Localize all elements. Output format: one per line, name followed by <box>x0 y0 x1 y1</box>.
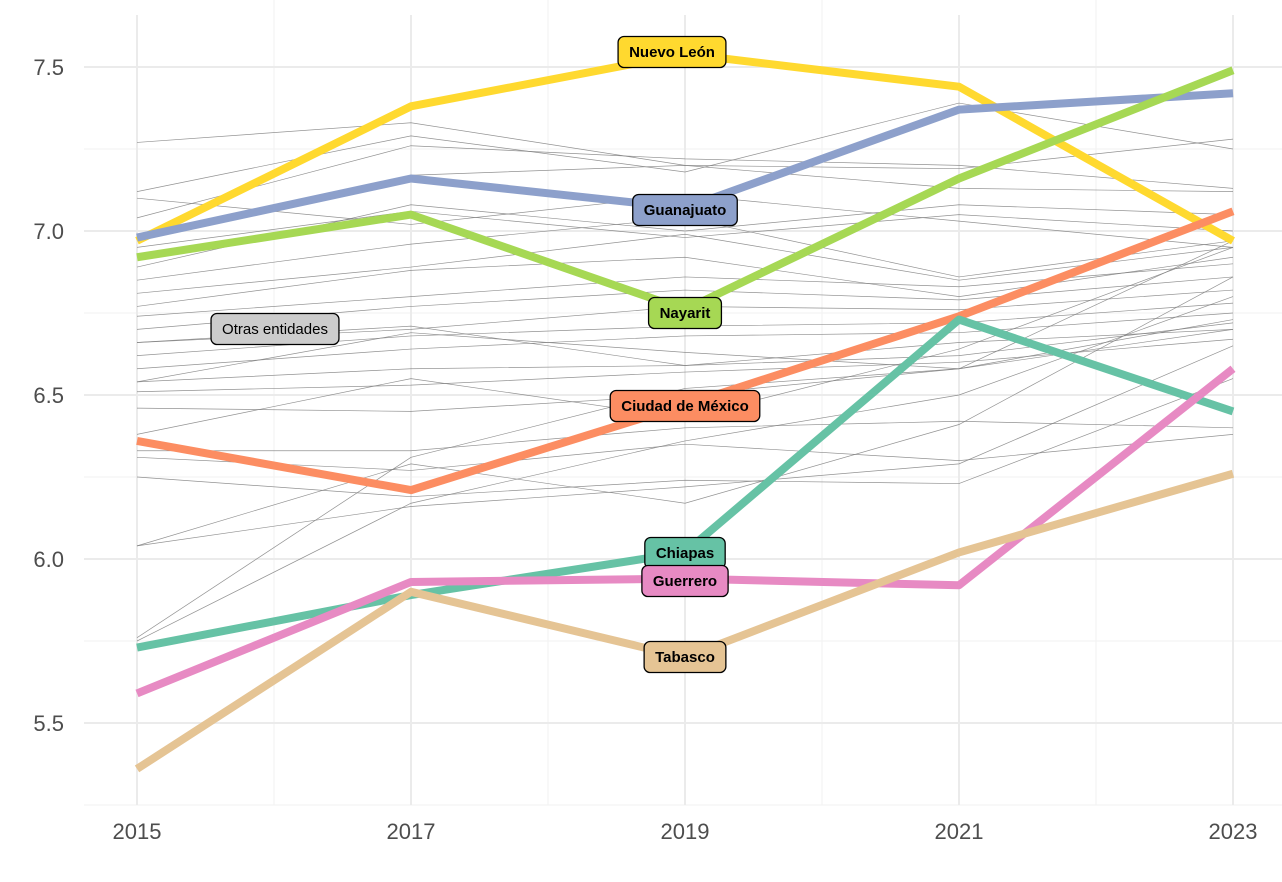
x-tick-label: 2015 <box>113 819 162 844</box>
other-entity-line <box>136 338 1234 393</box>
label-box <box>643 640 727 674</box>
label-box <box>641 564 729 598</box>
other-entity-line <box>136 329 1234 383</box>
other-entity-line <box>136 233 1234 294</box>
label-chiapas: Chiapas <box>644 536 726 570</box>
label-box <box>609 389 761 423</box>
label-otras-entidades: Otras entidades <box>210 312 340 346</box>
label-text: Nayarit <box>660 305 711 322</box>
other-entity-line <box>136 210 1234 248</box>
other-entity-line <box>136 378 1234 498</box>
label-box <box>632 193 738 227</box>
other-entity-line <box>136 145 1234 219</box>
other-entity-line <box>137 420 1234 452</box>
x-axis-tick-labels: 2015 2017 2019 2021 2023 <box>113 819 1258 844</box>
x-tick-label: 2023 <box>1209 819 1258 844</box>
direct-labels: Nuevo León Guanajuato Nayarit Ciudad de Méx… <box>210 35 761 674</box>
label-text: Otras entidades <box>222 321 328 338</box>
other-entity-line <box>136 296 1234 642</box>
other-entity-line <box>136 276 1234 547</box>
label-text: Guanajuato <box>644 202 727 219</box>
label-text: Nuevo León <box>629 44 715 61</box>
label-box <box>210 312 340 346</box>
label-guerrero: Guerrero <box>641 564 729 598</box>
x-tick-label: 2019 <box>661 819 710 844</box>
x-tick-label: 2021 <box>935 819 984 844</box>
label-nayarit: Nayarit <box>647 296 723 330</box>
label-text: Tabasco <box>655 649 715 666</box>
label-text: Chiapas <box>656 545 714 562</box>
y-tick-label: 7.0 <box>33 219 64 244</box>
x-tick-label: 2017 <box>387 819 436 844</box>
other-entity-line <box>136 345 1234 547</box>
y-axis-tick-labels: 5.5 6.0 6.5 7.0 7.5 <box>33 55 64 736</box>
label-nuevo-leon: Nuevo León <box>617 35 727 69</box>
label-tabasco: Tabasco <box>643 640 727 674</box>
y-tick-label: 7.5 <box>33 55 64 80</box>
other-entity-line <box>136 240 1234 639</box>
y-tick-label: 6.5 <box>33 383 64 408</box>
y-tick-label: 6.0 <box>33 547 64 572</box>
label-box <box>647 296 723 330</box>
label-text: Ciudad de México <box>621 398 749 415</box>
label-ciudad-de-mexico: Ciudad de México <box>609 389 761 423</box>
label-box <box>617 35 727 69</box>
y-tick-label: 5.5 <box>33 711 64 736</box>
other-entity-line <box>136 434 1234 471</box>
label-text: Guerrero <box>653 573 717 590</box>
label-guanajuato: Guanajuato <box>632 193 738 227</box>
